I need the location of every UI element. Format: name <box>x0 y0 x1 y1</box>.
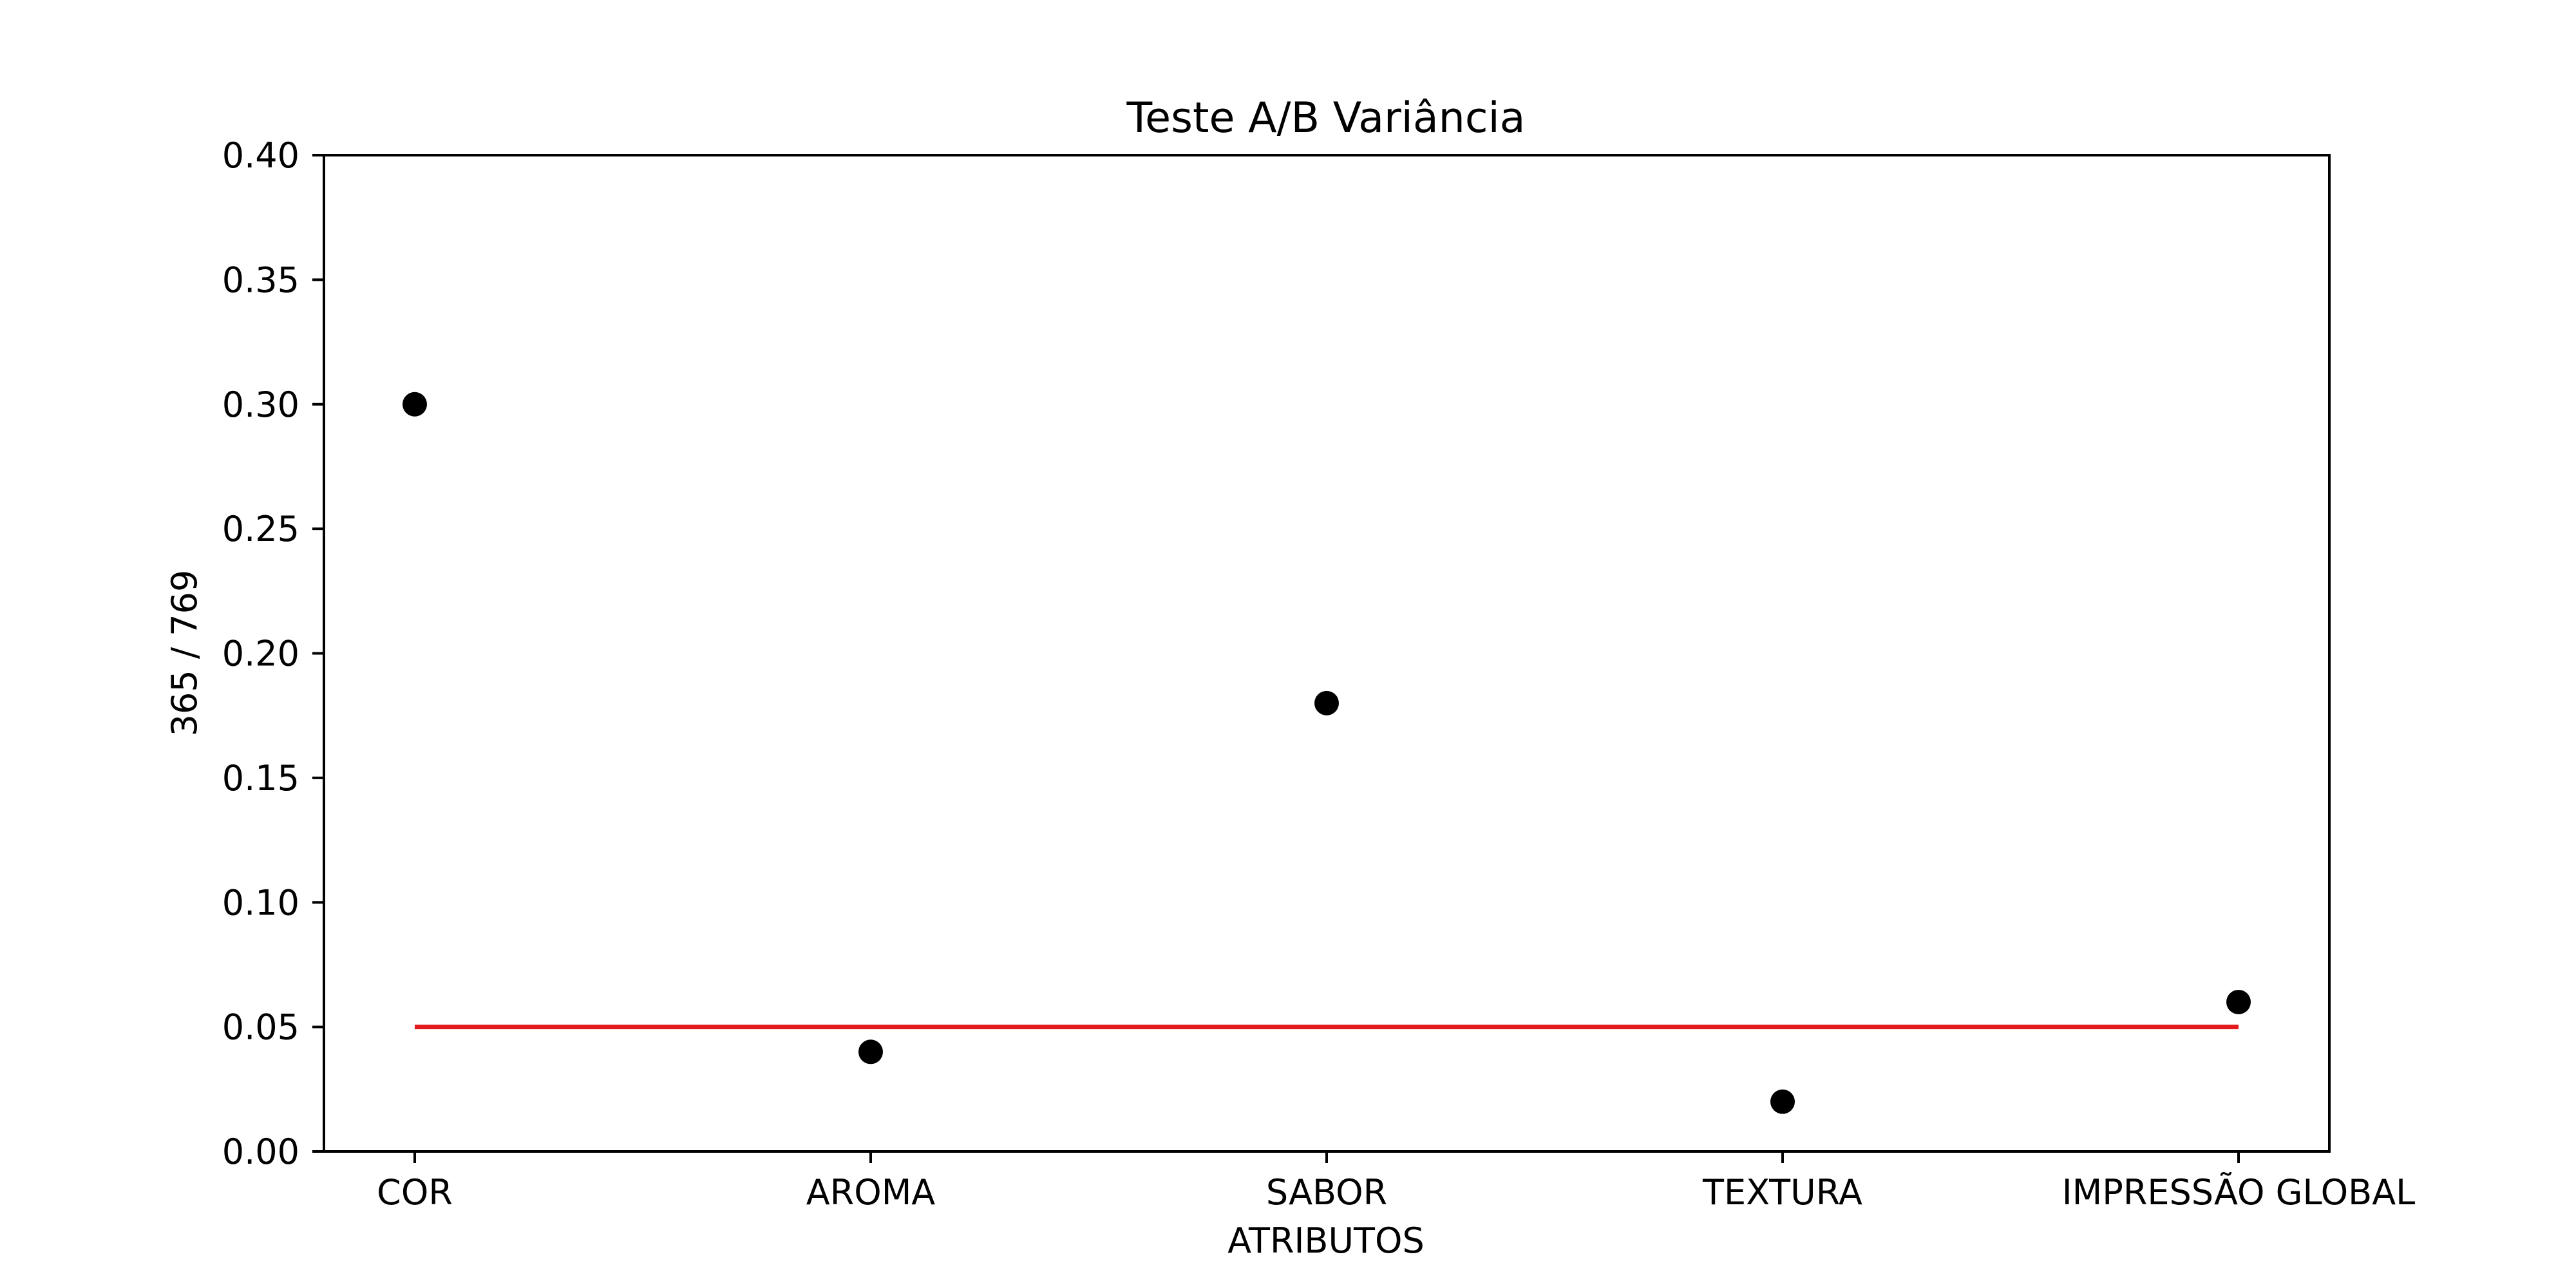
y-axis-label: 365 / 769 <box>164 570 205 737</box>
y-tick-label: 0.00 <box>222 1132 299 1172</box>
x-tick-label: IMPRESSÃO GLOBAL <box>2062 1172 2416 1213</box>
data-point <box>1314 690 1339 715</box>
x-axis-label: ATRIBUTOS <box>1227 1220 1425 1261</box>
y-tick-label: 0.35 <box>222 260 299 300</box>
data-point <box>1770 1089 1795 1114</box>
x-axis-ticks: COR AROMA SABOR TEXTURA IMPRESSÃO GLOBAL <box>377 1151 2415 1213</box>
y-tick-label: 0.10 <box>222 882 299 923</box>
plot-frame <box>323 154 2331 1153</box>
x-tick-label: SABOR <box>1266 1172 1387 1213</box>
x-tick-label: AROMA <box>806 1172 936 1213</box>
y-tick-label: 0.30 <box>222 384 299 425</box>
data-point <box>2226 989 2251 1014</box>
y-tick-label: 0.20 <box>222 634 299 674</box>
y-tick-label: 0.05 <box>222 1007 299 1048</box>
y-tick-label: 0.40 <box>222 135 299 176</box>
data-point <box>858 1039 883 1065</box>
chart-title: Teste A/B Variância <box>1126 94 1526 142</box>
data-points <box>402 392 2251 1114</box>
y-axis-ticks: 0.00 0.05 0.10 0.15 0.20 0.25 0.30 0.35 0.40 <box>222 135 324 1172</box>
y-tick-label: 0.15 <box>222 758 299 799</box>
data-point <box>402 392 427 417</box>
x-tick-label: COR <box>377 1172 453 1213</box>
y-tick-label: 0.25 <box>222 509 299 549</box>
x-tick-label: TEXTURA <box>1702 1172 1862 1213</box>
